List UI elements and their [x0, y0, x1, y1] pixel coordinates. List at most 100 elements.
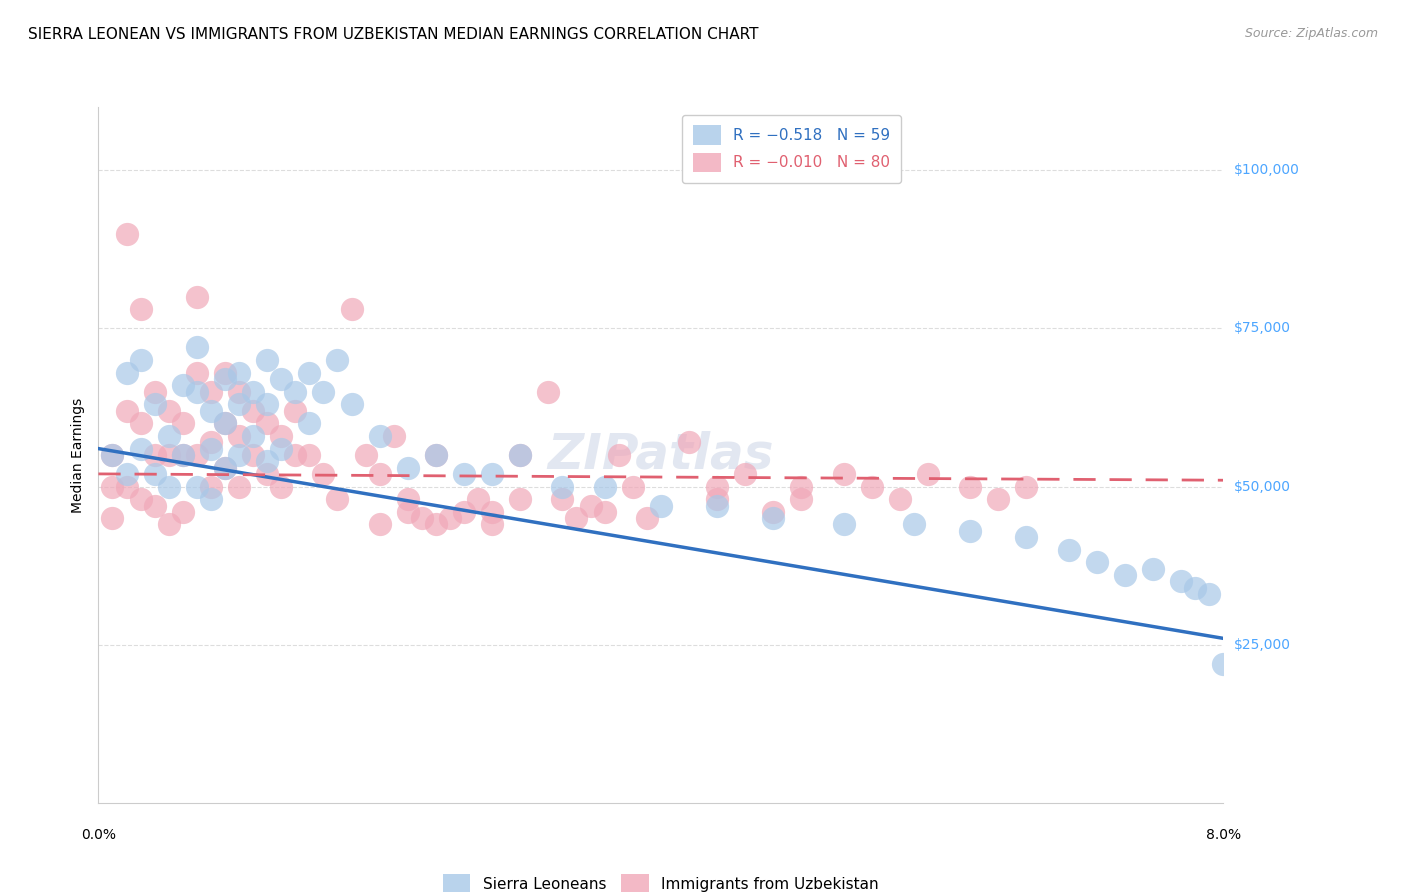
Point: [368, 517, 391, 532]
Point: [579, 499, 602, 513]
Point: [242, 384, 264, 399]
Point: [186, 384, 208, 399]
Point: [382, 429, 405, 443]
Point: [425, 448, 447, 462]
Point: [987, 492, 1010, 507]
Point: [593, 505, 616, 519]
Point: [368, 429, 391, 443]
Point: [115, 403, 138, 417]
Point: [467, 492, 489, 507]
Point: [186, 479, 208, 493]
Point: [1015, 479, 1038, 493]
Point: [326, 353, 349, 368]
Point: [115, 366, 138, 380]
Point: [157, 448, 180, 462]
Point: [101, 448, 124, 462]
Point: [762, 511, 785, 525]
Point: [157, 429, 180, 443]
Point: [312, 467, 335, 481]
Point: [903, 517, 925, 532]
Point: [228, 366, 250, 380]
Text: Source: ZipAtlas.com: Source: ZipAtlas.com: [1244, 27, 1378, 40]
Point: [129, 442, 152, 456]
Point: [256, 353, 278, 368]
Point: [734, 467, 756, 481]
Text: $75,000: $75,000: [1234, 321, 1291, 335]
Point: [242, 429, 264, 443]
Point: [228, 429, 250, 443]
Point: [115, 479, 138, 493]
Point: [790, 479, 813, 493]
Text: $100,000: $100,000: [1234, 163, 1301, 178]
Text: ZIPatlas: ZIPatlas: [547, 431, 775, 479]
Point: [298, 366, 321, 380]
Point: [312, 384, 335, 399]
Point: [129, 417, 152, 431]
Point: [298, 417, 321, 431]
Point: [228, 397, 250, 411]
Point: [143, 448, 166, 462]
Point: [172, 448, 194, 462]
Point: [354, 448, 377, 462]
Point: [860, 479, 883, 493]
Point: [636, 511, 658, 525]
Point: [621, 479, 644, 493]
Point: [396, 505, 419, 519]
Point: [242, 448, 264, 462]
Point: [228, 384, 250, 399]
Point: [706, 492, 728, 507]
Point: [214, 460, 236, 475]
Text: SIERRA LEONEAN VS IMMIGRANTS FROM UZBEKISTAN MEDIAN EARNINGS CORRELATION CHART: SIERRA LEONEAN VS IMMIGRANTS FROM UZBEKI…: [28, 27, 759, 42]
Point: [425, 448, 447, 462]
Point: [1212, 657, 1234, 671]
Point: [200, 442, 222, 456]
Point: [706, 499, 728, 513]
Point: [101, 511, 124, 525]
Point: [453, 505, 475, 519]
Point: [186, 290, 208, 304]
Point: [157, 479, 180, 493]
Point: [368, 467, 391, 481]
Point: [284, 448, 307, 462]
Point: [509, 492, 531, 507]
Point: [186, 340, 208, 354]
Text: $50,000: $50,000: [1234, 480, 1291, 493]
Point: [551, 492, 574, 507]
Y-axis label: Median Earnings: Median Earnings: [72, 397, 86, 513]
Point: [157, 403, 180, 417]
Point: [551, 479, 574, 493]
Point: [157, 517, 180, 532]
Point: [143, 467, 166, 481]
Point: [186, 366, 208, 380]
Point: [256, 454, 278, 468]
Point: [1170, 574, 1192, 589]
Point: [284, 403, 307, 417]
Point: [214, 417, 236, 431]
Point: [1114, 568, 1136, 582]
Point: [214, 460, 236, 475]
Point: [214, 372, 236, 386]
Point: [200, 384, 222, 399]
Point: [172, 417, 194, 431]
Point: [481, 505, 503, 519]
Point: [200, 479, 222, 493]
Point: [1198, 587, 1220, 601]
Point: [537, 384, 560, 399]
Text: 8.0%: 8.0%: [1206, 828, 1240, 842]
Point: [172, 505, 194, 519]
Point: [284, 384, 307, 399]
Point: [1142, 562, 1164, 576]
Point: [396, 460, 419, 475]
Point: [425, 517, 447, 532]
Point: [1057, 542, 1080, 557]
Point: [453, 467, 475, 481]
Point: [790, 492, 813, 507]
Point: [172, 448, 194, 462]
Point: [115, 227, 138, 241]
Point: [326, 492, 349, 507]
Point: [129, 353, 152, 368]
Point: [340, 397, 363, 411]
Point: [200, 492, 222, 507]
Point: [1184, 581, 1206, 595]
Point: [101, 479, 124, 493]
